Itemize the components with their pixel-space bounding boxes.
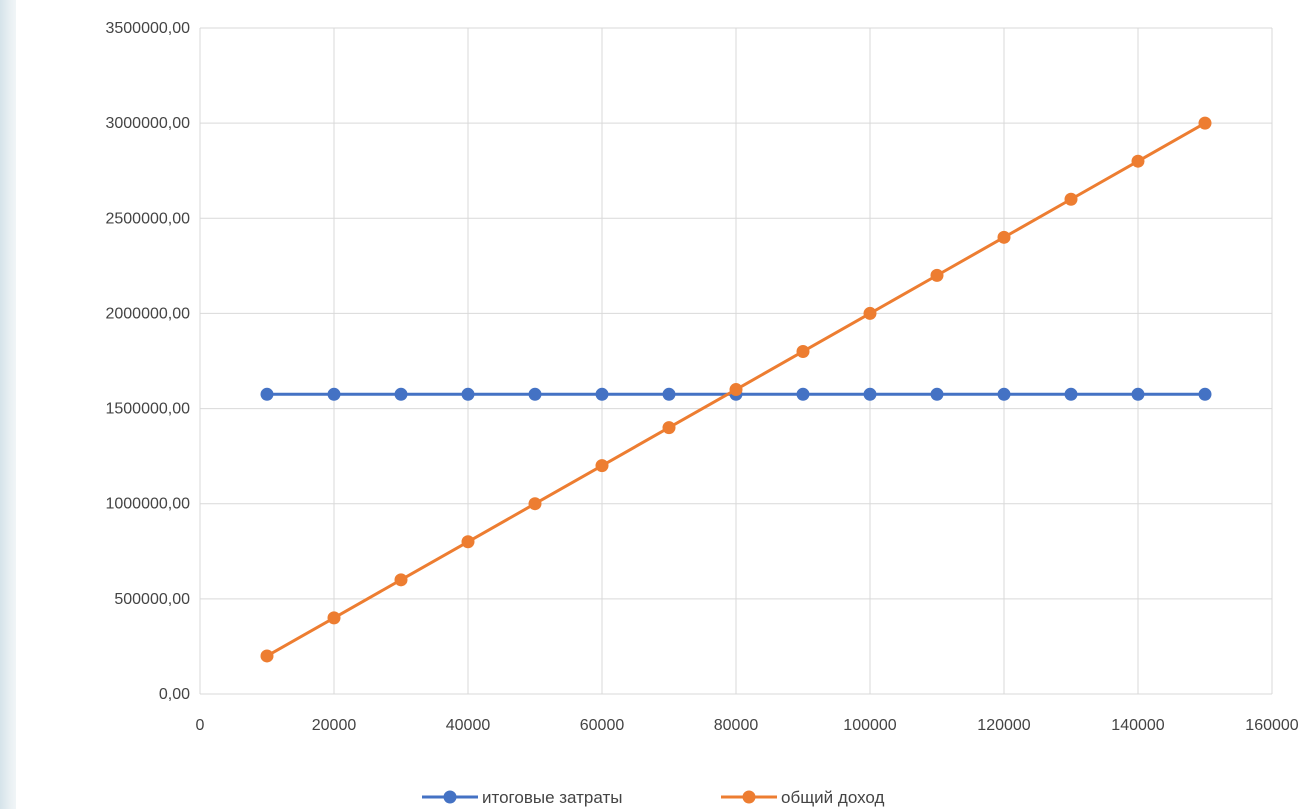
line-chart: 0,00 500000,00 1000000,00 1500000,00 2000000… [16, 0, 1314, 809]
data-point [395, 573, 408, 586]
x-tick-label: 80000 [714, 717, 759, 734]
x-tick-label: 0 [196, 717, 205, 734]
data-point [596, 388, 609, 401]
x-tick-label: 100000 [843, 717, 896, 734]
data-point [663, 388, 676, 401]
data-point [261, 388, 274, 401]
data-point [328, 611, 341, 624]
data-point [529, 497, 542, 510]
data-point [931, 269, 944, 282]
legend: итоговые затраты общий доход [422, 788, 884, 807]
data-point [998, 388, 1011, 401]
data-point [529, 388, 542, 401]
y-tick-label: 1000000,00 [105, 496, 190, 513]
data-point [864, 388, 877, 401]
data-point [730, 383, 743, 396]
chart-area: 0,00 500000,00 1000000,00 1500000,00 2000000… [16, 0, 1314, 809]
data-point [864, 307, 877, 320]
data-point [1199, 388, 1212, 401]
grid-lines [200, 28, 1272, 694]
data-point [395, 388, 408, 401]
y-tick-label: 1500000,00 [105, 401, 190, 418]
x-tick-label: 60000 [580, 717, 625, 734]
data-point [663, 421, 676, 434]
data-point [1199, 117, 1212, 130]
legend-label: общий доход [781, 788, 884, 807]
legend-entry: итоговые затраты [422, 788, 622, 807]
legend-marker [743, 791, 756, 804]
y-tick-label: 2500000,00 [105, 210, 190, 227]
x-tick-label: 120000 [977, 717, 1030, 734]
x-tick-label: 140000 [1111, 717, 1164, 734]
legend-marker [444, 791, 457, 804]
y-tick-label: 3000000,00 [105, 115, 190, 132]
legend-entry: общий доход [721, 788, 884, 807]
data-point [328, 388, 341, 401]
data-point [1065, 388, 1078, 401]
y-tick-label: 2000000,00 [105, 305, 190, 322]
y-tick-label: 0,00 [159, 686, 190, 703]
data-point [462, 535, 475, 548]
data-point [797, 388, 810, 401]
x-tick-label: 20000 [312, 717, 357, 734]
x-tick-label: 160000 [1245, 717, 1298, 734]
axis-labels: 0,00 500000,00 1000000,00 1500000,00 2000000… [105, 20, 1298, 734]
data-point [931, 388, 944, 401]
y-tick-label: 3500000,00 [105, 20, 190, 37]
data-point [1132, 155, 1145, 168]
data-point [596, 459, 609, 472]
data-point [462, 388, 475, 401]
legend-label: итоговые затраты [482, 788, 622, 807]
x-tick-label: 40000 [446, 717, 491, 734]
y-tick-label: 500000,00 [114, 591, 190, 608]
data-point [998, 231, 1011, 244]
data-point [1132, 388, 1145, 401]
data-point [261, 649, 274, 662]
data-point [797, 345, 810, 358]
data-point [1065, 193, 1078, 206]
